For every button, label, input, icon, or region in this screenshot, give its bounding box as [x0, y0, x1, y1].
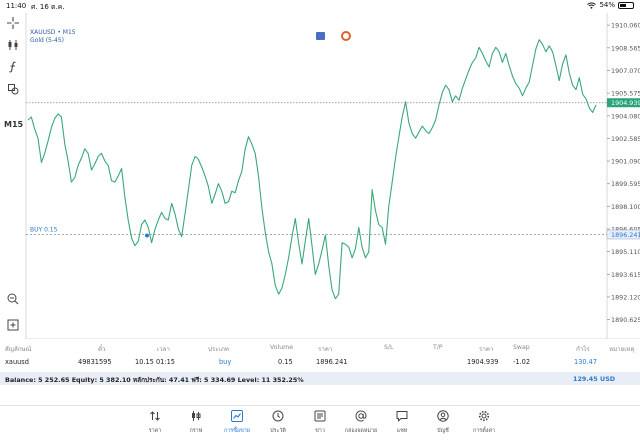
objects-icon[interactable] — [4, 80, 22, 98]
nav-label: กล่องจดหมาย — [344, 428, 378, 434]
chart-candles-icon — [192, 411, 201, 421]
indicators-icon[interactable] — [4, 36, 22, 54]
timeframe-label[interactable]: M15 — [4, 120, 24, 129]
balance-text: Balance: 5 252.65 Equity: 5 382.10 หลักป… — [5, 376, 304, 384]
price-chart[interactable]: 1910.060 1908.565 1907.070 1905.575 1904.080… — [0, 13, 640, 339]
nav-label: กราฟ — [189, 428, 203, 434]
status-right: 54% — [587, 1, 634, 9]
chart-area[interactable]: 1910.060 1908.565 1907.070 1905.575 1904.080… — [0, 13, 640, 339]
symbol-subtitle: Gold (5-45) — [30, 37, 65, 44]
status-bar: 11:40 ศ. 16 ต.ค. 54% — [0, 0, 640, 13]
mailbox-icon — [355, 410, 367, 422]
price-tick-label: 1904.080 — [611, 112, 640, 120]
price-tick-label: 1896.605 — [611, 225, 640, 233]
price-tick-label: 1907.070 — [611, 67, 640, 75]
flag-icon[interactable] — [316, 32, 325, 40]
account-currency: USD — [600, 375, 616, 383]
nav-chart[interactable]: กราฟ — [178, 409, 214, 439]
chart-toolbar: M15 — [0, 14, 26, 334]
header-symbol: สัญลักษณ์ — [5, 346, 32, 353]
nav-quotes[interactable]: ราคา — [137, 409, 173, 439]
add-icon[interactable] — [4, 316, 22, 334]
cell-profit: 130.47 — [574, 358, 598, 366]
date: ศ. 16 ต.ค. — [31, 3, 65, 11]
entry-marker — [145, 233, 149, 238]
buy-price-label: 1896.241 — [611, 231, 640, 239]
header-type: ประเภท — [208, 346, 229, 353]
total-profit: 129.45 — [573, 375, 598, 383]
price-tick-label: 1898.100 — [611, 203, 640, 211]
cell-time: 10.15 01:15 — [135, 358, 175, 366]
news-icon — [314, 410, 326, 422]
nav-label: แชท — [396, 428, 408, 434]
function-icon[interactable] — [4, 58, 22, 76]
nav-settings[interactable]: การตั้งค่า — [466, 409, 502, 439]
crosshair-icon[interactable] — [4, 14, 22, 32]
cell-swap: -1.02 — [513, 358, 531, 366]
table-row[interactable]: xauusd 49831595 10.15 01:15 buy 0.15 189… — [0, 356, 640, 370]
price-tick-label: 1890.625 — [611, 316, 640, 324]
cell-open-price: 1896.241 — [316, 358, 348, 366]
header-tp: T/P — [433, 344, 443, 351]
history-icon — [272, 410, 284, 422]
zoom-out-icon[interactable] — [4, 290, 22, 308]
settings-icon — [478, 410, 490, 422]
price-tick-label: 1905.575 — [611, 90, 640, 98]
nav-label: การตั้งค่า — [473, 428, 495, 434]
chat-icon — [396, 411, 408, 422]
price-tick-label: 1892.120 — [611, 293, 640, 301]
header-time: เวลา — [157, 346, 170, 353]
price-tick-label: 1902.585 — [611, 135, 640, 143]
nav-label: บัญชี — [437, 428, 449, 434]
cell-symbol: xauusd — [5, 358, 29, 366]
price-tick-label: 1910.060 — [611, 22, 640, 30]
nav-label: ประวัติ — [270, 428, 286, 434]
nav-label: การซื้อขาย — [224, 428, 250, 434]
header-volume: Volume — [270, 344, 294, 351]
positions-header: สัญลักษณ์ ตั๋ว เวลา ประเภท Volume ราคา S… — [0, 342, 640, 354]
cell-type: buy — [219, 358, 232, 366]
bottom-nav: ราคา กราฟ การซื้อขาย ประวัติ ข่าว กล่องจ… — [0, 405, 640, 447]
cell-price: 1904.939 — [467, 358, 499, 366]
battery-percent: 54% — [599, 1, 615, 9]
one-click-trading-icon[interactable] — [341, 31, 351, 41]
header-profit: กำไร — [576, 346, 590, 353]
nav-news[interactable]: ข่าว — [302, 409, 338, 439]
price-tick-label: 1899.595 — [611, 180, 640, 188]
nav-mailbox[interactable]: กล่องจดหมาย — [343, 409, 379, 439]
trade-icon — [231, 410, 243, 422]
header-sl: S/L — [384, 344, 394, 351]
nav-account[interactable]: บัญชี — [425, 409, 461, 439]
battery-fill — [620, 3, 627, 7]
balance-summary: Balance: 5 252.65 Equity: 5 382.10 หลักป… — [0, 372, 640, 385]
wifi-icon — [587, 1, 597, 9]
current-price-label: 1904.939 — [611, 99, 640, 107]
buy-price-tag — [606, 229, 640, 240]
price-tick-label: 1893.615 — [611, 271, 640, 279]
header-comment: หมายเหตุ — [609, 346, 635, 353]
quotes-icon — [150, 411, 160, 421]
header-ticket: ตั๋ว — [98, 346, 106, 353]
cell-ticket: 49831595 — [78, 358, 112, 366]
price-tick-label: 1901.090 — [611, 158, 640, 166]
buy-level-label: BUY 0.15 — [30, 226, 58, 233]
clock: 11:40 — [6, 2, 27, 10]
nav-label: ข่าว — [315, 428, 325, 434]
nav-chat[interactable]: แชท — [384, 409, 420, 439]
nav-trade[interactable]: การซื้อขาย — [219, 409, 255, 439]
nav-label: ราคา — [148, 428, 162, 434]
header-swap: Swap — [513, 344, 530, 351]
nav-history[interactable]: ประวัติ — [260, 409, 296, 439]
header-open-price: ราคา — [318, 346, 333, 353]
symbol-title: XAUUSD • M15 — [30, 29, 76, 36]
account-icon — [437, 410, 449, 422]
price-series-line — [27, 39, 597, 300]
header-price: ราคา — [479, 346, 494, 353]
price-tick-label: 1908.565 — [611, 44, 640, 52]
battery-icon — [618, 1, 634, 9]
current-price-tag — [607, 98, 640, 108]
cell-volume: 0.15 — [278, 358, 293, 366]
price-tick-label: 1895.110 — [611, 248, 640, 256]
